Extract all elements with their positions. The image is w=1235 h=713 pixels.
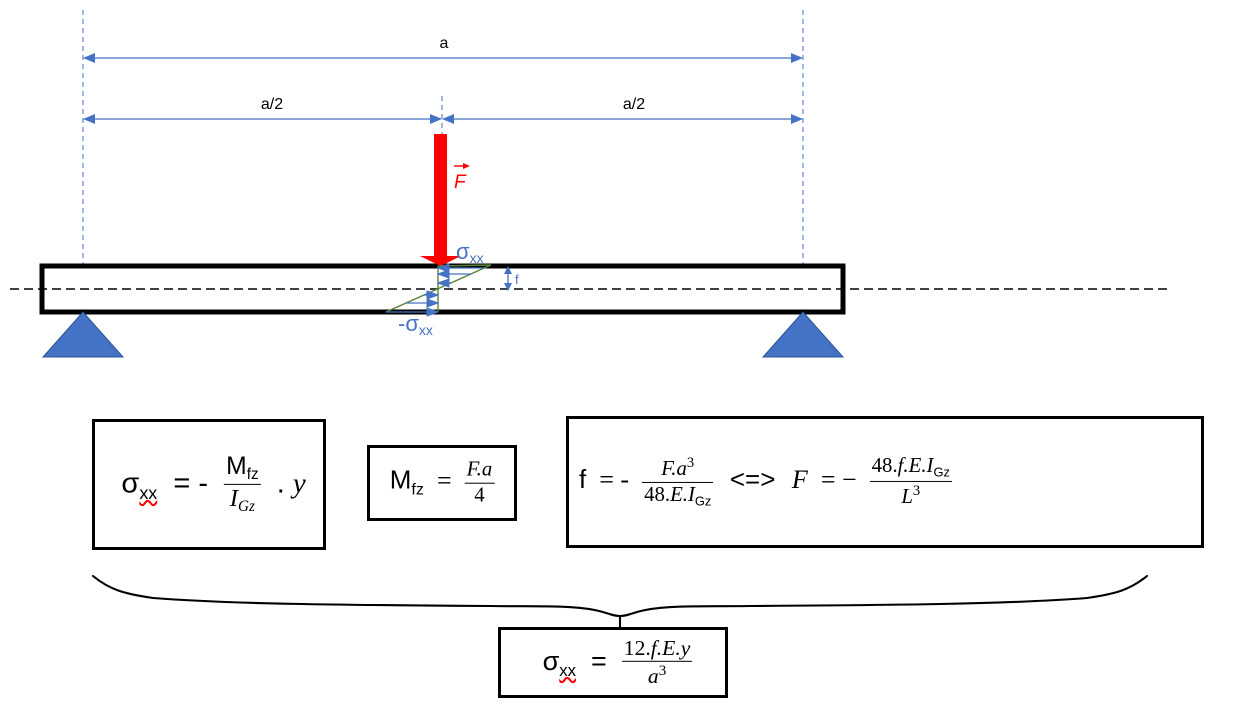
svg-text:f: f xyxy=(515,272,519,287)
svg-text:a: a xyxy=(440,35,449,52)
svg-text:a/2: a/2 xyxy=(261,96,283,113)
svg-text:a/2: a/2 xyxy=(623,96,645,113)
svg-text:F: F xyxy=(454,172,467,193)
svg-text:σxx: σxx xyxy=(456,239,484,266)
